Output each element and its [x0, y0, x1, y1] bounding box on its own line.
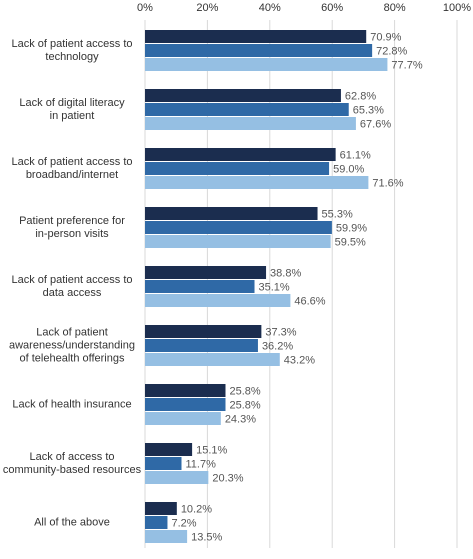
value-label: 55.3% [322, 208, 353, 220]
x-tick-label: 0% [137, 2, 153, 14]
category-label: in-person visits [35, 228, 109, 240]
category-label: All of the above [34, 516, 110, 528]
x-tick-label: 60% [321, 2, 343, 14]
value-label: 46.6% [294, 295, 325, 307]
x-tick-label: 40% [259, 2, 281, 14]
bar [145, 471, 209, 484]
bar [145, 58, 388, 71]
category-label: Lack of patient access to [11, 38, 132, 50]
value-label: 67.6% [360, 118, 391, 130]
value-label: 65.3% [353, 104, 384, 116]
category-label: technology [45, 51, 99, 63]
value-label: 25.8% [229, 385, 260, 397]
value-label: 70.9% [370, 31, 401, 43]
bar [145, 235, 331, 248]
bar [145, 30, 367, 43]
bar [145, 457, 182, 470]
bar [145, 384, 226, 397]
category-label: of telehealth offerings [20, 352, 125, 364]
bar [145, 44, 373, 57]
value-label: 15.1% [196, 444, 227, 456]
category-label: awareness/understanding [9, 339, 135, 351]
bar [145, 176, 369, 189]
bar [145, 353, 280, 366]
bar [145, 412, 221, 425]
category-label: Lack of digital literacy [19, 97, 125, 109]
bar [145, 443, 193, 456]
value-label: 10.2% [181, 503, 212, 515]
bar [145, 530, 188, 543]
value-label: 20.3% [212, 472, 243, 484]
x-tick-label: 80% [384, 2, 406, 14]
category-label: Lack of patient [36, 326, 108, 338]
bar [145, 207, 318, 220]
bar [145, 221, 332, 234]
category-label: data access [43, 287, 102, 299]
value-label: 43.2% [284, 354, 315, 366]
value-label: 25.8% [229, 399, 260, 411]
value-label: 35.1% [259, 281, 290, 293]
value-label: 37.3% [265, 326, 296, 338]
category-label: in patient [50, 110, 95, 122]
category-label: Lack of patient access to [11, 156, 132, 168]
bar [145, 162, 330, 175]
category-label: Lack of access to [30, 451, 115, 463]
category-label: community-based resources [3, 464, 142, 476]
bar [145, 398, 226, 411]
value-label: 13.5% [191, 531, 222, 543]
bar [145, 117, 356, 130]
value-label: 77.7% [391, 59, 422, 71]
bar [145, 516, 168, 529]
category-label: Lack of health insurance [12, 398, 131, 410]
bar [145, 339, 258, 352]
value-label: 62.8% [345, 90, 376, 102]
category-label: broadband/internet [26, 169, 118, 181]
value-label: 11.7% [186, 458, 217, 470]
category-label: Patient preference for [19, 215, 125, 227]
bar [145, 148, 336, 161]
value-label: 38.8% [270, 267, 301, 279]
bar [145, 103, 349, 116]
bar [145, 89, 341, 102]
value-label: 72.8% [376, 45, 407, 57]
value-label: 24.3% [225, 413, 256, 425]
x-tick-label: 100% [443, 2, 471, 14]
bar [145, 280, 255, 293]
value-label: 36.2% [262, 340, 293, 352]
bar [145, 502, 177, 515]
value-label: 59.9% [336, 222, 367, 234]
x-tick-label: 20% [196, 2, 218, 14]
value-label: 7.2% [171, 517, 196, 529]
value-label: 71.6% [372, 177, 403, 189]
value-label: 61.1% [340, 149, 371, 161]
value-label: 59.0% [333, 163, 364, 175]
value-label: 59.5% [335, 236, 366, 248]
bar [145, 294, 291, 307]
bar [145, 266, 267, 279]
bar [145, 325, 262, 338]
category-label: Lack of patient access to [11, 274, 132, 286]
